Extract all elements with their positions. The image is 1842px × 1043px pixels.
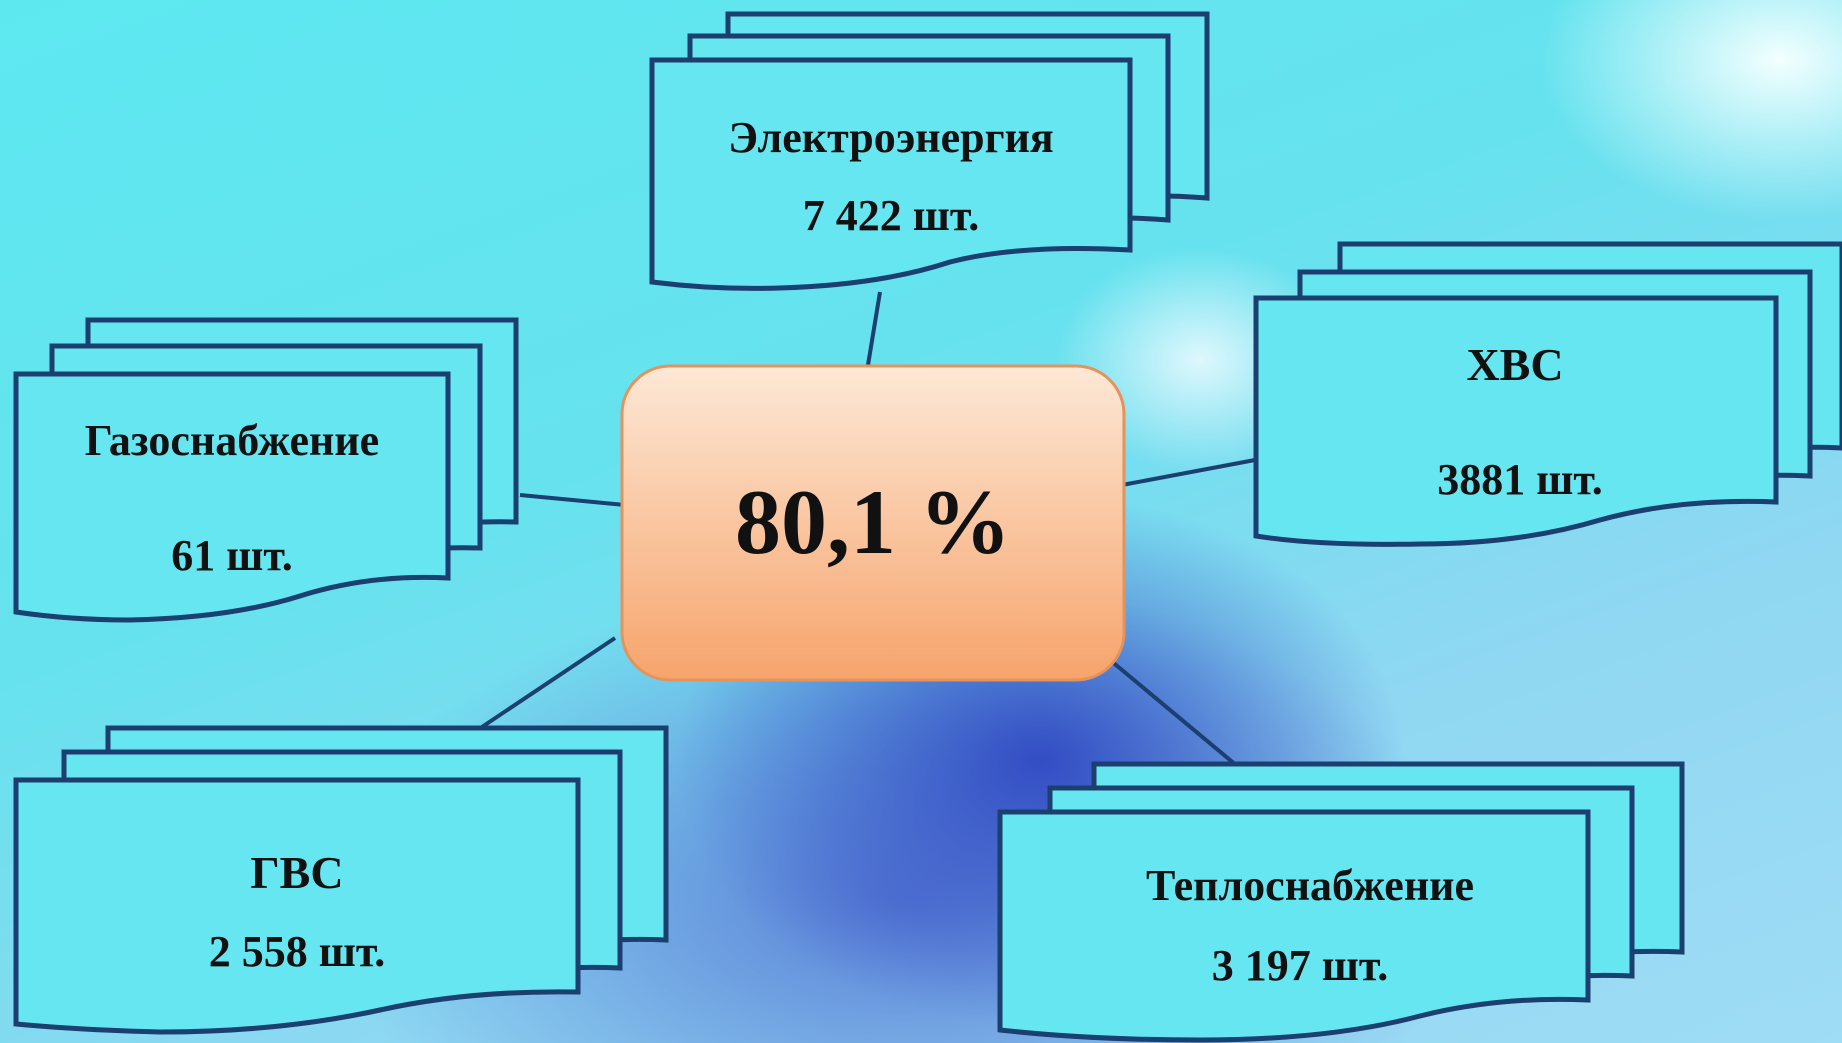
card-gas: Газоснабжение 61 шт. <box>13 317 519 623</box>
card-heat: Теплоснабжение 3 197 шт. <box>997 761 1685 1043</box>
card-hvs: ХВС 3881 шт. <box>1253 241 1842 547</box>
card-gas-title: Газоснабжение <box>85 416 379 465</box>
card-gvs-count: 2 558 шт. <box>209 927 385 976</box>
card-heat-count: 3 197 шт. <box>1212 941 1388 990</box>
connector-hvs <box>1121 458 1256 487</box>
card-gvs-title: ГВС <box>250 847 343 898</box>
card-heat-title: Теплоснабжение <box>1146 861 1474 910</box>
card-electro-count: 7 422 шт. <box>803 191 979 240</box>
connector-gas <box>519 493 626 507</box>
center-box: 80,1 % <box>620 364 1126 682</box>
connector-electro <box>866 291 882 366</box>
card-hvs-count: 3881 шт. <box>1437 455 1602 504</box>
card-hvs-title: ХВС <box>1466 339 1563 390</box>
card-gas-count: 61 шт. <box>171 531 292 580</box>
center-value: 80,1 % <box>735 471 1011 573</box>
card-electro: Электроэнергия 7 422 шт. <box>649 11 1210 291</box>
card-electro-title: Электроэнергия <box>728 113 1054 162</box>
card-gvs: ГВС 2 558 шт. <box>13 725 669 1035</box>
